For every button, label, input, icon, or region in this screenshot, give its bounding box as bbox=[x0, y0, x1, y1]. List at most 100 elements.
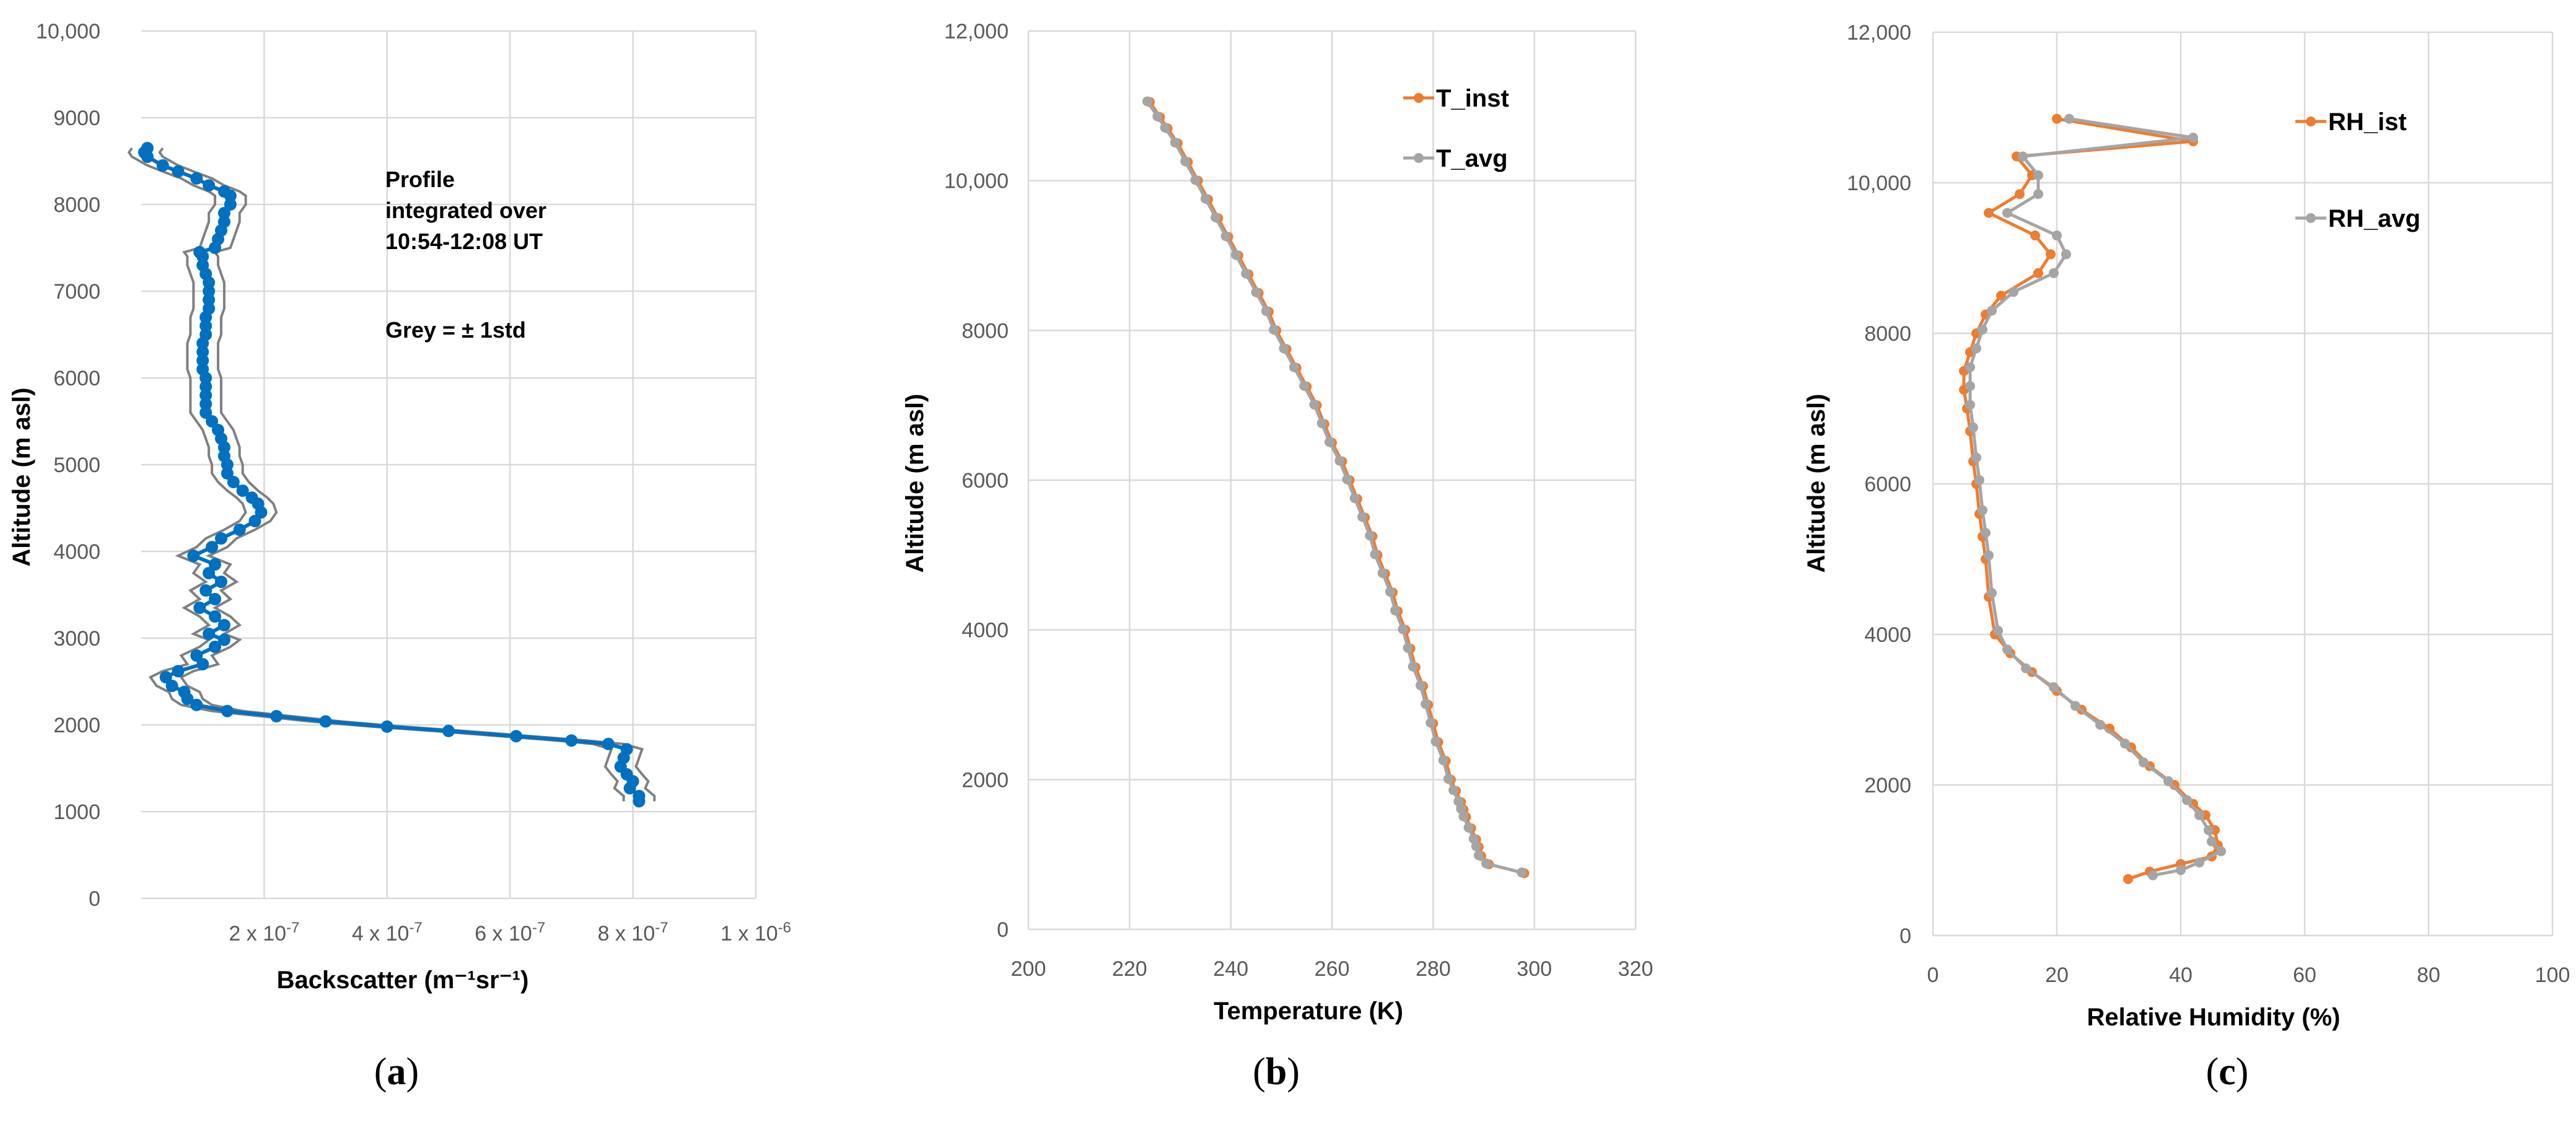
a-data-point bbox=[199, 398, 212, 410]
c-gridlines bbox=[1932, 31, 2554, 937]
c-data-point-rh-avg bbox=[1987, 588, 1997, 599]
a-data-point bbox=[190, 649, 203, 662]
a-y-tick-label: 9000 bbox=[53, 107, 100, 130]
c-legend: RH_ist RH_avg bbox=[2295, 108, 2420, 232]
c-data-point-rh-avg bbox=[2148, 870, 2158, 880]
c-x-tick-label: 40 bbox=[2169, 963, 2193, 987]
c-data-point-rh-avg bbox=[2194, 810, 2204, 820]
a-data-point bbox=[203, 294, 216, 306]
b-legend: T_inst T_avg bbox=[1403, 85, 1509, 172]
a-data-point bbox=[199, 380, 212, 393]
a-y-axis-title: Altitude (m asl) bbox=[8, 388, 35, 567]
a-data-point bbox=[196, 250, 209, 263]
a-data-point bbox=[221, 704, 234, 717]
b-y-tick-label: 10,000 bbox=[944, 170, 1009, 193]
c-data-point-rh-avg bbox=[2176, 865, 2186, 875]
a-data-point bbox=[221, 467, 234, 480]
a-data-point bbox=[214, 532, 227, 545]
c-y-tick-label: 10,000 bbox=[1847, 172, 1911, 195]
c-data-point-rh-avg bbox=[1978, 324, 1987, 335]
b-data-point-t-avg bbox=[1180, 156, 1191, 167]
b-data-point-t-avg bbox=[1456, 804, 1466, 814]
b-data-point-t-avg bbox=[1349, 493, 1360, 503]
c-data-point-rh-avg bbox=[2018, 151, 2028, 162]
b-panel-label: (b) bbox=[1253, 1051, 1300, 1093]
a-data-point bbox=[187, 550, 200, 562]
a-data-point bbox=[209, 610, 222, 623]
a-x-tick-label: 4 x 10-7 bbox=[352, 919, 423, 946]
b-data-point-t-avg bbox=[1453, 796, 1464, 807]
c-x-tick-labels: 0 20 40 60 80 100 bbox=[1927, 963, 2570, 987]
a-data-point bbox=[199, 320, 212, 332]
a-data-point bbox=[602, 737, 615, 750]
a-x-tick-base: 8 x 10 bbox=[598, 922, 655, 945]
c-series bbox=[1959, 113, 2226, 884]
a-data-point bbox=[209, 242, 222, 254]
c-data-point-rh-avg bbox=[2009, 287, 2018, 297]
panel-c-humidity-chart: 0 2000 4000 6000 8000 10,000 12,000 0 20 40 60 80 1… bbox=[1803, 21, 2570, 1093]
a-annotation-line-2: integrated over bbox=[385, 198, 546, 223]
a-data-point bbox=[224, 190, 237, 202]
a-data-point bbox=[199, 372, 212, 384]
a-data-point bbox=[199, 406, 212, 419]
b-data-point-t-avg bbox=[1385, 587, 1395, 597]
c-data-point-rh-avg bbox=[1971, 452, 1981, 463]
a-data-point bbox=[203, 276, 216, 289]
b-data-point-t-avg bbox=[1370, 549, 1380, 559]
c-y-axis-title: Altitude (m asl) bbox=[1803, 394, 1830, 573]
a-data-point bbox=[217, 207, 230, 219]
a-std-lower-line bbox=[127, 147, 625, 802]
b-x-axis-title: Temperature (K) bbox=[1214, 998, 1403, 1025]
c-y-tick-labels: 0 2000 4000 6000 8000 10,000 12,000 bbox=[1847, 21, 1911, 948]
a-data-point bbox=[565, 734, 578, 747]
a-data-point bbox=[196, 354, 209, 367]
a-data-point bbox=[181, 693, 194, 705]
a-data-point bbox=[217, 441, 230, 454]
b-y-tick-label: 8000 bbox=[962, 319, 1009, 343]
c-legend-dot-rh-ist bbox=[2306, 116, 2316, 126]
a-data-point bbox=[196, 337, 209, 349]
c-data-point-rh-avg bbox=[1965, 400, 1975, 410]
a-data-point bbox=[159, 671, 172, 683]
b-data-point-t-avg bbox=[1152, 111, 1163, 121]
b-data-point-t-avg bbox=[1403, 642, 1413, 653]
a-data-point bbox=[203, 567, 216, 579]
a-x-axis-title: Backscatter (m⁻¹sr⁻¹) bbox=[277, 967, 529, 994]
a-data-point bbox=[203, 179, 216, 192]
b-data-point-t-avg bbox=[1421, 699, 1431, 709]
c-x-tick-label: 100 bbox=[2535, 963, 2570, 987]
a-y-tick-label: 0 bbox=[89, 887, 100, 911]
c-data-point-rh-avg bbox=[2207, 836, 2217, 847]
a-data-point bbox=[172, 165, 185, 178]
a-y-tick-label: 6000 bbox=[53, 367, 100, 390]
c-data-point-rh-avg bbox=[1965, 362, 1975, 372]
c-data-point-rh-avg bbox=[2052, 230, 2062, 241]
b-y-axis-title: Altitude (m asl) bbox=[901, 394, 929, 573]
a-data-point bbox=[233, 524, 246, 536]
b-series-line-t-avg bbox=[1146, 100, 1522, 874]
a-data-point bbox=[206, 541, 219, 553]
c-panel-label-letter: c bbox=[2219, 1051, 2236, 1093]
b-data-point-t-avg bbox=[1473, 850, 1484, 861]
c-data-point-rh-avg bbox=[2049, 682, 2059, 693]
a-data-point bbox=[510, 730, 523, 743]
b-data-point-t-avg bbox=[1365, 530, 1375, 541]
b-data-point-t-avg bbox=[1430, 736, 1441, 747]
a-x-tick-base: 2 x 10 bbox=[229, 922, 286, 945]
c-legend-rh-avg: RH_avg bbox=[2328, 205, 2420, 232]
c-data-point-rh-avg bbox=[1978, 505, 1987, 515]
a-y-tick-label: 3000 bbox=[53, 627, 100, 651]
a-data-point bbox=[196, 658, 209, 670]
b-data-point-t-avg bbox=[1211, 212, 1221, 222]
b-y-tick-label: 2000 bbox=[962, 768, 1009, 792]
a-data-point bbox=[221, 458, 234, 471]
b-legend-t-avg: T_avg bbox=[1436, 145, 1508, 172]
a-data-point bbox=[217, 633, 230, 646]
c-x-axis-title: Relative Humidity (%) bbox=[2087, 1004, 2341, 1031]
c-data-point-rh-avg bbox=[2216, 846, 2226, 856]
c-data-point-rh-ist bbox=[1984, 208, 1994, 218]
b-data-point-t-avg bbox=[1458, 811, 1469, 822]
b-x-tick-label: 220 bbox=[1112, 957, 1147, 981]
c-data-point-rh-avg bbox=[1974, 475, 1984, 485]
c-x-tick-label: 0 bbox=[1927, 963, 1939, 987]
